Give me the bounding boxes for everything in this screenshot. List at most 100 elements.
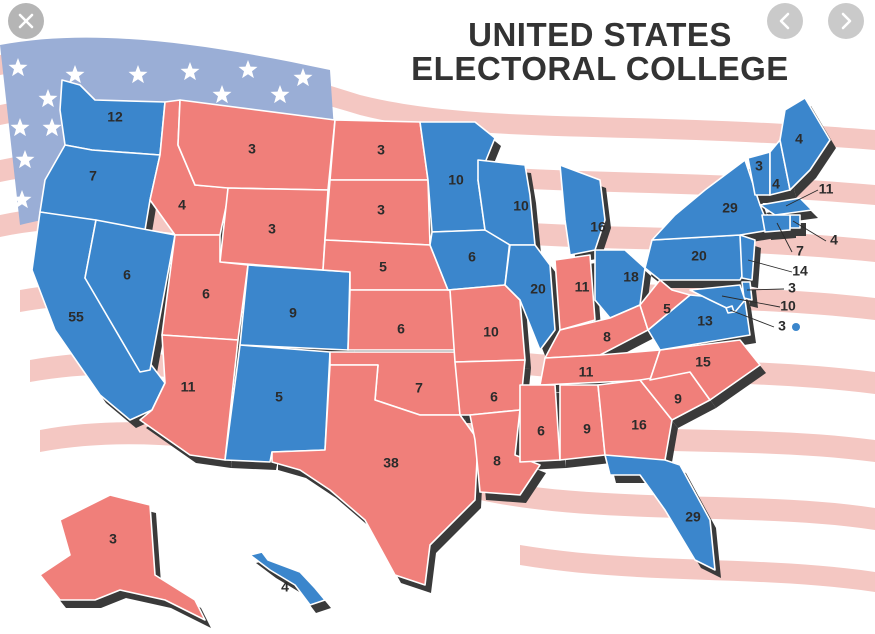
dc-marker [792,323,800,331]
callout-line-de [746,288,785,291]
vote-label-nm: 5 [275,389,283,405]
flag-star [10,118,30,137]
vote-label-wv: 5 [663,301,671,317]
vote-label-tn: 11 [579,364,594,380]
chevron-left-icon [779,12,790,30]
state-ri [789,214,801,229]
state-la [469,409,541,496]
vote-label-ma: 11 [819,181,834,197]
callout-line-ma [785,189,819,207]
vote-label-md: 10 [780,298,796,314]
vote-label-ok: 7 [415,380,423,396]
state-or [39,144,161,231]
callout-line-ct [776,222,793,253]
vote-label-fl: 29 [685,509,701,525]
vote-label-ut: 6 [202,286,210,302]
state-ak [39,494,206,621]
vote-label-mi: 16 [590,219,606,235]
vote-label-vt: 3 [755,158,763,174]
state-in [554,254,596,331]
vote-label-wi: 10 [513,198,529,214]
vote-label-pa: 20 [691,248,707,264]
vote-label-mt: 3 [248,141,256,157]
vote-label-nj: 14 [792,263,808,279]
state-hi [249,551,326,606]
vote-label-ny: 29 [722,200,738,216]
state-il [504,244,556,351]
next-button[interactable] [828,3,864,39]
vote-label-co: 9 [289,305,297,321]
state-me [779,97,831,191]
flag-star [8,58,28,77]
vote-label-dc: 3 [778,318,786,334]
state-dc [725,305,735,314]
vote-label-de: 3 [788,280,796,296]
vote-label-sc: 9 [674,391,682,407]
chevron-right-icon [841,12,852,30]
flag-star [38,89,58,108]
vote-labels: 1275564336119533567381061068102016111881… [68,109,838,595]
close-icon [18,13,34,29]
state-az [139,334,239,461]
vote-label-ca: 55 [68,309,84,325]
flag-star [180,62,200,81]
vote-label-ky: 8 [603,329,611,345]
flag-star [238,60,258,79]
callout-line-ri [792,220,827,242]
state-ar [454,359,526,416]
state-ma [759,197,813,216]
map-title: UNITED STATES ELECTORAL COLLEGE [405,18,795,86]
vote-label-ct: 7 [796,243,804,259]
vote-label-va: 13 [697,313,713,329]
vote-label-wy: 3 [268,221,276,237]
callout-line-md [721,295,781,308]
vote-label-nv: 6 [123,267,131,283]
close-button[interactable] [8,3,44,39]
flag-stripe [520,545,875,592]
vote-label-ks: 6 [397,321,405,337]
vote-label-ar: 6 [490,389,498,405]
vote-label-il: 20 [530,281,546,297]
vote-label-in: 11 [575,279,590,295]
flag-star [293,68,313,87]
vote-label-la: 8 [493,453,501,469]
previous-button[interactable] [767,3,803,39]
vote-label-ia: 6 [468,249,476,265]
state-ct [761,214,791,233]
vote-label-ri: 4 [830,232,838,248]
vote-label-mn: 10 [448,172,464,188]
vote-label-mo: 10 [483,324,499,340]
vote-label-id: 4 [178,197,186,213]
callout-line-nj [747,259,793,273]
state-fl [604,454,716,571]
flag-star [270,85,290,104]
vote-label-me: 4 [795,131,803,147]
vote-label-or: 7 [89,168,97,184]
vote-label-nh: 4 [772,176,780,192]
flag-star [12,190,32,209]
vote-label-nc: 15 [695,354,711,370]
vote-label-wa: 12 [107,109,123,125]
flag-stars [8,58,313,209]
flag-star [15,150,35,169]
vote-label-ga: 16 [631,417,647,433]
vote-label-tx: 38 [383,455,399,471]
state-tx [271,364,479,586]
state-md [689,284,746,313]
vote-label-az: 11 [181,379,196,395]
vote-label-nd: 3 [377,142,385,158]
states-layer [31,79,831,621]
vote-label-hi: 4 [281,579,289,595]
flag-star [42,118,62,137]
title-line-1: UNITED STATES [468,16,732,53]
vote-label-oh: 18 [623,269,639,285]
flag-star [212,85,232,104]
callout-lines [721,189,827,328]
vote-label-sd: 3 [377,202,385,218]
vote-label-ms: 6 [537,423,545,439]
vote-label-ak: 3 [109,531,117,547]
vote-label-ne: 5 [379,259,387,275]
title-line-2: ELECTORAL COLLEGE [411,50,789,87]
